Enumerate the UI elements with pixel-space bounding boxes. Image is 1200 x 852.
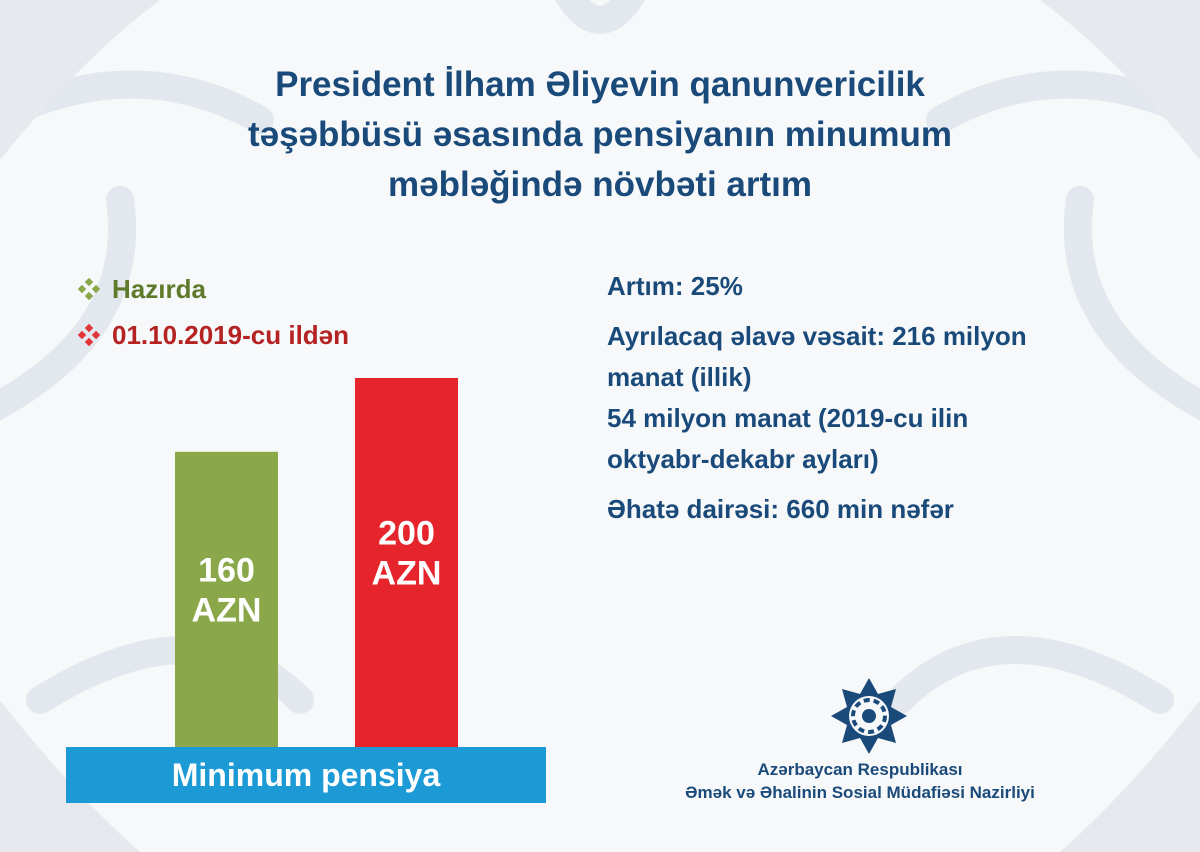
diamond-cluster-icon <box>78 278 100 300</box>
info-coverage: Əhatə dairəsi: 660 min nəfər <box>607 494 954 524</box>
title-line-3: məbləğində növbəti artım <box>388 165 812 204</box>
chart-legend: Hazırda 01.10.2019-cu ildən <box>78 266 349 358</box>
legend-item-future: 01.10.2019-cu ildən <box>78 312 349 358</box>
info-funds-line-1: Ayrılacaq əlavə vəsait: 216 milyon <box>607 321 1027 351</box>
bar-label-1-0: 200 <box>378 515 435 553</box>
info-funds-line-3: 54 milyon manat (2019-cu ilin <box>607 403 969 433</box>
info-panel: Artım: 25% Ayrılacaq əlavə vəsait: 216 m… <box>607 266 1167 530</box>
bar-1 <box>355 378 458 747</box>
title-line-1: President İlham Əliyevin qanunvericilik <box>275 65 925 104</box>
ministry-line-2: Əmək və Əhalinin Sosial Müdafiəsi Nazirl… <box>685 783 1035 802</box>
info-funds-line-4: oktyabr-dekabr ayları) <box>607 444 879 474</box>
ministry-star-emblem-icon <box>831 678 907 754</box>
info-funds-line-2: manat (illik) <box>607 362 752 392</box>
diamond-cluster-icon <box>78 324 100 346</box>
axis-band <box>66 747 546 803</box>
ministry-line-1: Azərbaycan Respublikası <box>757 760 963 779</box>
bar-label-1-1: AZN <box>372 555 442 593</box>
bar-label-0-0: 160 <box>198 551 255 589</box>
axis-label: Minimum pensiya <box>172 757 441 793</box>
title-line-2: təşəbbüsü əsasında pensiyanın minumum <box>247 115 953 154</box>
bar-label-0-1: AZN <box>192 591 262 629</box>
legend-label-current: Hazırda <box>112 273 206 304</box>
legend-item-current: Hazırda <box>78 266 349 312</box>
page-title: President İlham Əliyevin qanunvericilik … <box>100 60 1100 210</box>
bar-0 <box>175 451 278 747</box>
legend-label-future: 01.10.2019-cu ildən <box>112 319 350 350</box>
ministry-name: Azərbaycan Respublikası Əmək və Əhalinin… <box>650 758 1070 804</box>
info-increase: Artım: 25% <box>607 271 743 301</box>
